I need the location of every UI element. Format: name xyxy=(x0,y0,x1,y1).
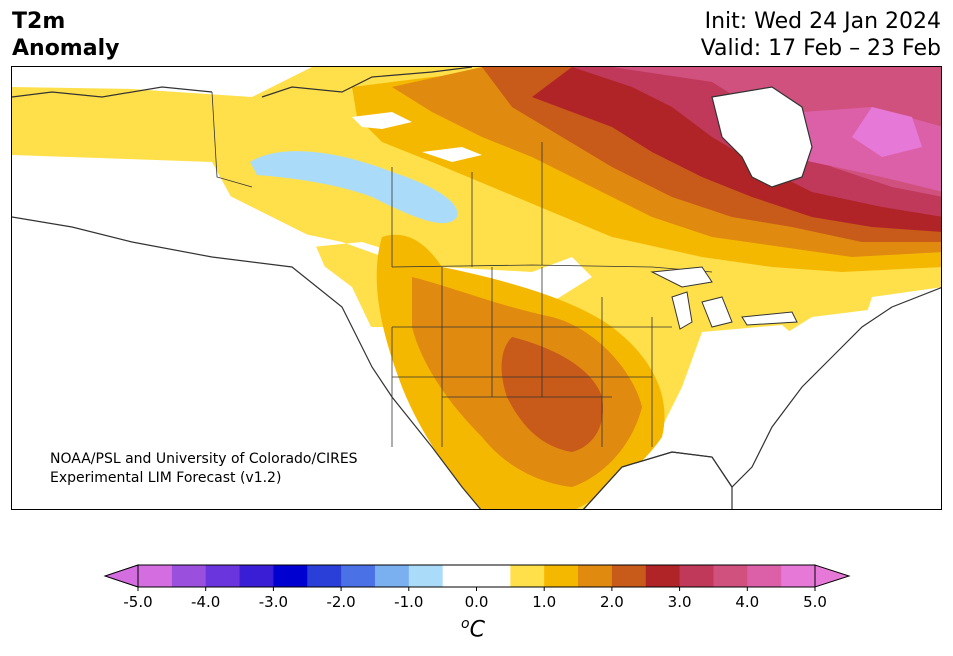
colorbar-swatch xyxy=(747,565,782,587)
anomaly-map-svg: NOAA/PSL and University of Colorado/CIRE… xyxy=(12,67,941,509)
colorbar-swatch xyxy=(307,565,342,587)
colorbar-tick-label: 4.0 xyxy=(735,593,759,611)
cold-anomaly-patch xyxy=(250,151,458,224)
colorbar-swatch xyxy=(374,565,410,587)
anomaly-map: NOAA/PSL and University of Colorado/CIRE… xyxy=(11,66,942,510)
anomaly-region-4c-south xyxy=(501,337,603,452)
credit-line-2: Experimental LIM Forecast (v1.2) xyxy=(50,470,281,486)
colorbar-right-extend xyxy=(814,564,851,588)
title-line-1: T2m xyxy=(12,9,66,34)
colorbar-swatch xyxy=(408,565,444,587)
atlantic-ocean xyxy=(732,287,941,509)
colorbar-tick-label: -4.0 xyxy=(191,593,220,611)
colorbar-swatch xyxy=(273,565,308,587)
colorbar-left-extend xyxy=(103,564,139,588)
colorbar-tick-label: 2.0 xyxy=(600,593,624,611)
colorbar-swatches xyxy=(103,564,851,588)
colorbar-swatch xyxy=(341,565,376,587)
title-line-2: Anomaly xyxy=(12,36,120,61)
forecast-credit: NOAA/PSL and University of Colorado/CIRE… xyxy=(50,451,358,486)
unit-degree: o xyxy=(461,616,470,632)
zero-anomaly-west xyxy=(12,155,592,302)
colorbar-swatch xyxy=(476,565,511,587)
valid-date: Valid: 17 Feb – 23 Feb xyxy=(700,36,941,61)
colorbar-swatch xyxy=(171,565,207,587)
colorbar-swatch xyxy=(544,565,579,587)
map-title: T2m Anomaly xyxy=(12,8,119,62)
colorbar-swatch xyxy=(239,565,274,587)
colorbar-tick-label: -5.0 xyxy=(123,593,152,611)
colorbar-swatch xyxy=(645,565,681,587)
colorbar-tick-label: 3.0 xyxy=(668,593,692,611)
credit-line-1: NOAA/PSL and University of Colorado/CIRE… xyxy=(50,451,358,467)
colorbar-unit: oC xyxy=(461,616,485,642)
colorbar-tick-label: -1.0 xyxy=(394,593,423,611)
pacific-ocean xyxy=(12,217,481,509)
colorbar-tick-label: -3.0 xyxy=(259,593,288,611)
init-date: Init: Wed 24 Jan 2024 xyxy=(704,9,941,34)
hudson-bay xyxy=(711,86,813,188)
colorbar-ticks: -5.0 -4.0 -3.0 -2.0 -1.0 0.0 1.0 2.0 3.0 4.0 5.0 xyxy=(123,587,827,611)
colorbar-tick-label: 5.0 xyxy=(803,593,827,611)
colorbar-swatch xyxy=(781,565,816,587)
colorbar-swatch xyxy=(205,565,241,587)
great-lakes xyxy=(650,266,798,330)
great-slave-lake xyxy=(352,112,412,129)
colorbar-swatch xyxy=(138,565,173,587)
great-bear-lake xyxy=(422,147,482,162)
coastlines xyxy=(12,67,941,509)
anomaly-region-9c xyxy=(852,107,922,157)
forecast-dates: Init: Wed 24 Jan 2024 Valid: 17 Feb – 23… xyxy=(701,8,941,62)
colorbar-swatch xyxy=(510,565,545,587)
colorbar-swatch xyxy=(578,565,613,587)
colorbar-swatch xyxy=(611,565,647,587)
colorbar-tick-label: 0.0 xyxy=(465,593,489,611)
unit-letter: C xyxy=(469,617,485,643)
colorbar-swatch xyxy=(679,565,714,587)
colorbar-tick-label: -2.0 xyxy=(326,593,355,611)
colorbar-swatch xyxy=(713,565,748,587)
colorbar-tick-label: 1.0 xyxy=(532,593,556,611)
colorbar-swatch xyxy=(442,565,477,587)
